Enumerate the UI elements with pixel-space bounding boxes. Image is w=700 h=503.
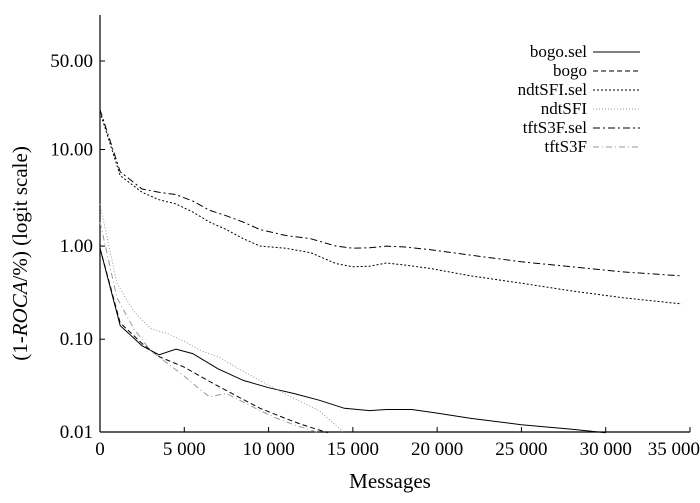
legend: bogo.selbogondtSFI.selndtSFItftS3F.seltf…: [518, 42, 640, 156]
y-axis-title-italic: ROCA: [8, 281, 32, 337]
series-line-tftS3F: [99, 221, 320, 434]
x-tick-label: 15 000: [327, 439, 379, 460]
legend-label: bogo.sel: [530, 42, 587, 61]
series-line-bogo: [99, 248, 328, 434]
y-tick-label: 50.00: [50, 51, 93, 72]
x-tick-label: 35 000: [648, 439, 700, 460]
series-line-ndtSFI: [99, 203, 345, 434]
y-axis-ticks: 50.00 10.00 1.00 0.10 0.01: [50, 51, 105, 443]
x-tick-label: 5 000: [163, 439, 206, 460]
y-tick-label: 10.00: [50, 140, 93, 161]
legend-label: bogo: [553, 61, 587, 80]
y-axis-title: (1-ROCA/%) (logit scale): [8, 146, 32, 361]
x-tick-label: 10 000: [242, 439, 294, 460]
x-tick-label: 25 000: [495, 439, 547, 460]
legend-label: ndtSFI: [541, 99, 588, 118]
legend-label: tftS3F.sel: [523, 118, 588, 137]
x-tick-label: 20 000: [411, 439, 463, 460]
y-tick-label: 0.01: [60, 422, 93, 443]
series-line-ndtSFI.sel: [99, 111, 682, 305]
y-tick-label: 0.10: [60, 329, 93, 350]
series-line-bogo.sel: [99, 248, 606, 434]
legend-label: tftS3F: [544, 137, 587, 156]
legend-label: ndtSFI.sel: [518, 80, 588, 99]
x-tick-label: 30 000: [580, 439, 632, 460]
x-axis-ticks: 0 5 000 10 000 15 000 20 000 25 000 30 000 35 0…: [95, 427, 700, 460]
series-layer: [99, 109, 682, 434]
series-line-tftS3F.sel: [99, 109, 682, 277]
y-axis-title-prefix: (1-: [8, 336, 32, 361]
y-tick-label: 1.00: [60, 236, 93, 257]
y-axis-title-suffix: /%) (logit scale): [8, 146, 32, 281]
x-axis-title: Messages: [349, 469, 431, 493]
x-tick-label: 0: [95, 439, 105, 460]
